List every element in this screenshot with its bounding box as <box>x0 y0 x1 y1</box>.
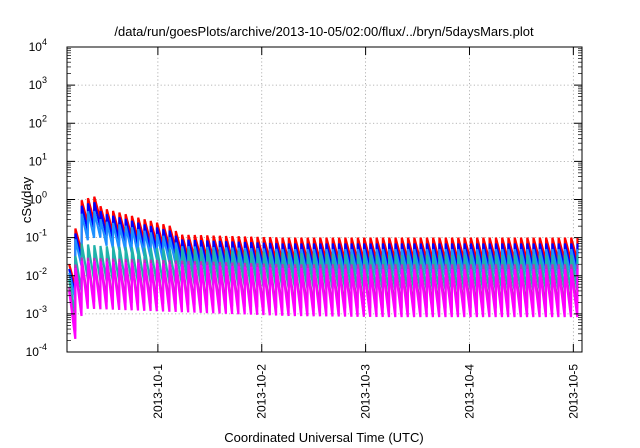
y-tick-label: 102 <box>29 113 47 130</box>
y-tick-exponent: -4 <box>39 342 47 352</box>
chart-title: /data/run/goesPlots/archive/2013-10-05/0… <box>114 24 534 39</box>
x-tick-label: 2013-10-3 <box>359 364 373 419</box>
x-tick-label: 2013-10-2 <box>255 364 269 419</box>
y-axis-label: cSv/day <box>19 176 34 223</box>
y-tick-exponent: -1 <box>39 228 47 238</box>
y-tick-exponent: -2 <box>39 266 47 276</box>
y-tick-label: 101 <box>29 151 47 168</box>
x-axis-label: Coordinated Universal Time (UTC) <box>224 430 423 445</box>
x-tick-label: 2013-10-1 <box>151 364 165 419</box>
x-ticks: 2013-10-1 2013-10-2 2013-10-3 2013-10-4 2013… <box>151 47 580 419</box>
y-tick-label: 10-3 <box>26 304 47 321</box>
y-tick-exponent: 4 <box>42 37 47 47</box>
y-tick-exponent: 2 <box>42 113 47 123</box>
y-tick-label: 103 <box>29 75 47 92</box>
y-tick-exponent: -3 <box>39 304 47 314</box>
y-tick-exponent: 1 <box>42 151 47 161</box>
y-tick-label: 10-2 <box>26 266 47 283</box>
y-tick-label: 104 <box>29 37 47 54</box>
y-tick-exponent: 3 <box>42 75 47 85</box>
y-tick-label: 100 <box>29 190 47 207</box>
y-tick-label: 10-1 <box>26 228 47 245</box>
series-line <box>68 260 579 340</box>
series-layer <box>68 196 579 340</box>
y-tick-label: 10-4 <box>26 342 47 359</box>
x-tick-label: 2013-10-5 <box>566 364 580 419</box>
x-tick-label: 2013-10-4 <box>462 364 476 419</box>
y-tick-exponent: 0 <box>42 190 47 200</box>
